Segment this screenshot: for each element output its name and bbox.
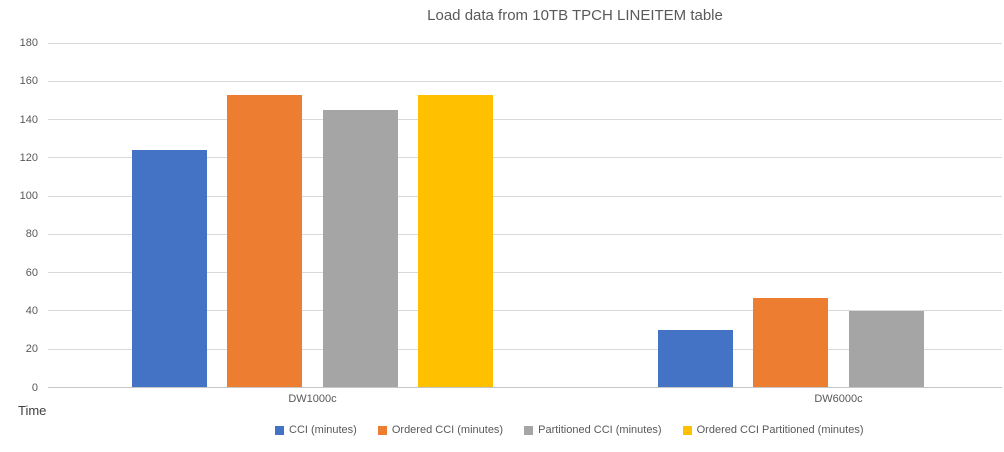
- x-category-label-dw6000c: DW6000c: [814, 392, 863, 405]
- y-tick-label: 40: [25, 304, 38, 317]
- legend-swatch-icon: [682, 425, 692, 435]
- gridline: [48, 80, 1002, 82]
- y-tick-label: 20: [25, 343, 38, 356]
- y-tick-label: 140: [19, 113, 38, 126]
- bar-dw1000c-ordered-cci-minutes: [227, 94, 303, 388]
- legend-label: Ordered CCI Partitioned (minutes): [696, 424, 864, 436]
- legend-swatch-icon: [275, 425, 284, 435]
- gridline: [48, 119, 1002, 121]
- bar-dw6000c-cci-minutes: [657, 330, 733, 388]
- legend-label: Ordered CCI (minutes): [391, 424, 504, 436]
- gridline: [48, 348, 1002, 350]
- legend-item: Partitioned CCI (minutes): [524, 424, 662, 436]
- gridline: [48, 195, 1002, 197]
- gridline: [48, 42, 1002, 44]
- bar-dw1000c-ordered-cci-partitioned-minutes: [418, 94, 494, 388]
- gridline: [48, 157, 1002, 159]
- y-axis-title: Time: [18, 403, 47, 418]
- legend-label: CCI (minutes): [289, 424, 357, 436]
- bar-dw6000c-ordered-cci-minutes: [753, 297, 829, 388]
- x-axis-line: [48, 387, 1002, 388]
- y-tick-label: 0: [31, 381, 38, 394]
- gridline: [48, 272, 1002, 274]
- chart-title: Load data from 10TB TPCH LINEITEM table: [427, 7, 723, 24]
- bar-dw1000c-partitioned-cci-minutes: [322, 109, 398, 388]
- legend: CCI (minutes) Ordered CCI (minutes) Partit…: [275, 424, 864, 436]
- y-tick-label: 100: [19, 190, 38, 203]
- y-tick-label: 120: [19, 151, 38, 164]
- y-tick-label: 80: [25, 228, 38, 241]
- legend-swatch-icon: [377, 425, 387, 435]
- legend-item: CCI (minutes): [275, 424, 357, 436]
- y-tick-label: 60: [25, 266, 38, 279]
- legend-label: Partitioned CCI (minutes): [538, 424, 662, 436]
- gridline: [48, 233, 1002, 235]
- gridline: [48, 310, 1002, 312]
- y-tick-label: 160: [19, 75, 38, 88]
- legend-swatch-icon: [524, 425, 534, 435]
- legend-item: Ordered CCI Partitioned (minutes): [682, 424, 864, 436]
- legend-item: Ordered CCI (minutes): [377, 424, 504, 436]
- y-tick-label: 180: [19, 37, 38, 49]
- bar-dw6000c-partitioned-cci-minutes: [848, 310, 924, 388]
- bar-dw1000c-cci-minutes: [131, 150, 207, 388]
- x-category-label-dw1000c: DW1000c: [288, 392, 337, 405]
